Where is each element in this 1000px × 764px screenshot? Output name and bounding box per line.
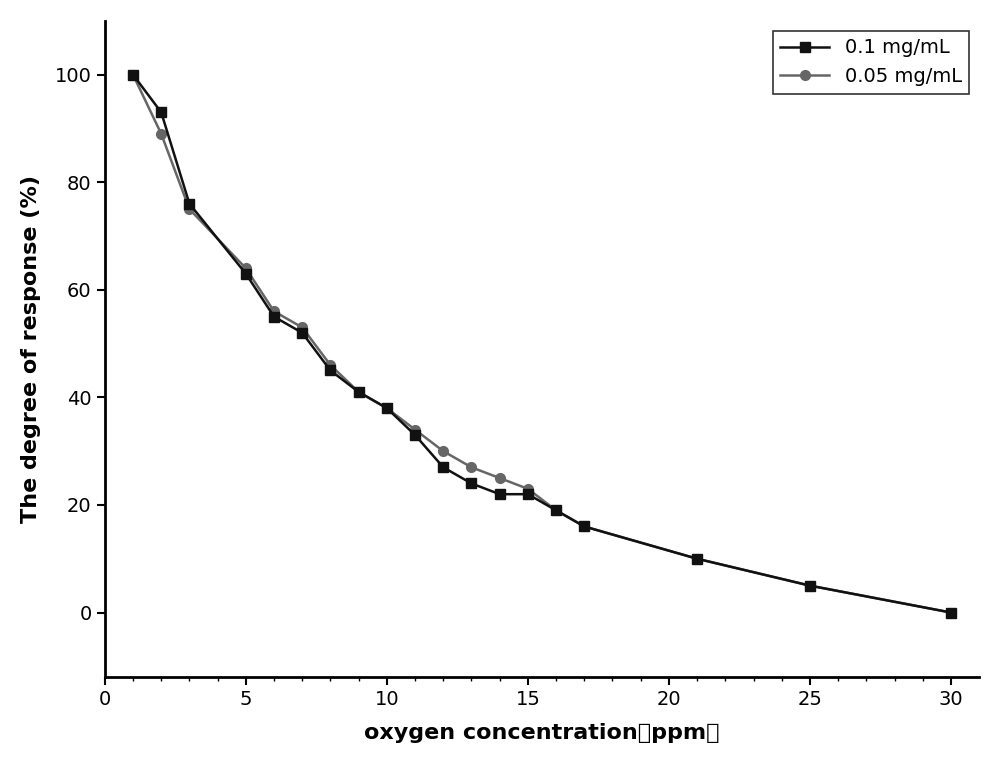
0.1 mg/mL <box>550 506 562 515</box>
0.1 mg/mL <box>155 108 167 117</box>
0.05 mg/mL <box>127 70 139 79</box>
0.05 mg/mL <box>550 506 562 515</box>
0.05 mg/mL <box>324 361 336 370</box>
0.05 mg/mL <box>804 581 816 591</box>
0.05 mg/mL <box>945 608 957 617</box>
0.1 mg/mL <box>296 329 308 338</box>
0.05 mg/mL <box>353 387 365 397</box>
Y-axis label: The degree of response (%): The degree of response (%) <box>21 175 41 523</box>
Line: 0.1 mg/mL: 0.1 mg/mL <box>128 70 956 617</box>
0.1 mg/mL <box>240 269 252 278</box>
0.05 mg/mL <box>522 484 534 494</box>
0.1 mg/mL <box>945 608 957 617</box>
0.05 mg/mL <box>296 323 308 332</box>
X-axis label: oxygen concentration（ppm）: oxygen concentration（ppm） <box>364 724 720 743</box>
0.1 mg/mL <box>381 403 393 413</box>
0.1 mg/mL <box>522 490 534 499</box>
0.1 mg/mL <box>578 522 590 531</box>
0.05 mg/mL <box>240 264 252 273</box>
Line: 0.05 mg/mL: 0.05 mg/mL <box>128 70 956 617</box>
0.05 mg/mL <box>409 425 421 434</box>
0.1 mg/mL <box>324 366 336 375</box>
0.1 mg/mL <box>465 479 477 488</box>
0.1 mg/mL <box>691 554 703 563</box>
0.05 mg/mL <box>494 474 506 483</box>
0.1 mg/mL <box>494 490 506 499</box>
0.1 mg/mL <box>353 387 365 397</box>
0.1 mg/mL <box>409 430 421 439</box>
0.05 mg/mL <box>381 403 393 413</box>
0.05 mg/mL <box>578 522 590 531</box>
0.05 mg/mL <box>437 447 449 456</box>
0.1 mg/mL <box>127 70 139 79</box>
Legend: 0.1 mg/mL, 0.05 mg/mL: 0.1 mg/mL, 0.05 mg/mL <box>773 31 969 94</box>
0.05 mg/mL <box>465 463 477 472</box>
0.1 mg/mL <box>437 463 449 472</box>
0.05 mg/mL <box>691 554 703 563</box>
0.05 mg/mL <box>268 306 280 316</box>
0.05 mg/mL <box>183 205 195 214</box>
0.1 mg/mL <box>183 199 195 209</box>
0.1 mg/mL <box>804 581 816 591</box>
0.05 mg/mL <box>155 129 167 138</box>
0.1 mg/mL <box>268 312 280 322</box>
